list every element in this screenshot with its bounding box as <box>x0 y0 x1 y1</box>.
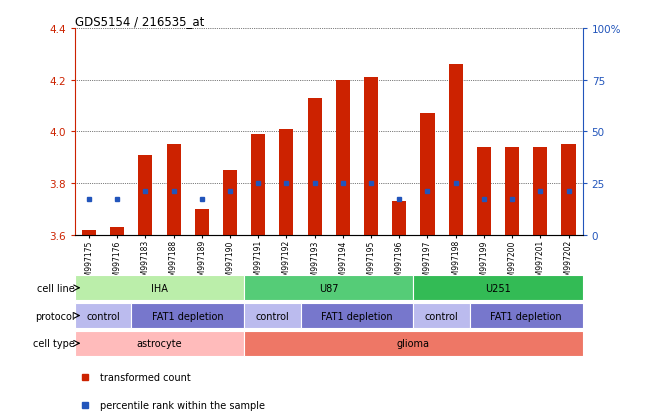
Text: FAT1 depletion: FAT1 depletion <box>321 311 393 321</box>
Bar <box>132 304 244 328</box>
Bar <box>139 155 152 235</box>
Bar <box>421 114 435 235</box>
Text: FAT1 depletion: FAT1 depletion <box>152 311 223 321</box>
Text: cell line: cell line <box>37 283 75 293</box>
Bar <box>75 331 244 356</box>
Text: FAT1 depletion: FAT1 depletion <box>490 311 562 321</box>
Bar <box>75 276 244 300</box>
Bar <box>167 145 181 235</box>
Bar <box>307 99 322 235</box>
Text: control: control <box>255 311 289 321</box>
Bar <box>223 171 237 235</box>
Bar <box>195 210 209 235</box>
Text: protocol: protocol <box>35 311 75 321</box>
Bar <box>244 331 583 356</box>
Bar <box>470 304 583 328</box>
Bar <box>392 202 406 235</box>
Text: astrocyte: astrocyte <box>137 338 182 349</box>
Bar <box>413 304 470 328</box>
Bar <box>505 148 519 235</box>
Text: cell type: cell type <box>33 338 75 349</box>
Bar <box>110 228 124 235</box>
Text: U251: U251 <box>485 283 511 293</box>
Bar <box>75 304 132 328</box>
Text: control: control <box>86 311 120 321</box>
Text: GDS5154 / 216535_at: GDS5154 / 216535_at <box>75 15 204 28</box>
Bar <box>301 304 413 328</box>
Bar <box>279 130 294 235</box>
Bar <box>413 276 583 300</box>
Bar <box>364 78 378 235</box>
Text: IHA: IHA <box>151 283 168 293</box>
Bar <box>244 276 413 300</box>
Bar <box>449 65 463 235</box>
Bar <box>336 81 350 235</box>
Text: percentile rank within the sample: percentile rank within the sample <box>100 400 265 410</box>
Bar <box>244 304 301 328</box>
Bar <box>251 135 266 235</box>
Text: transformed count: transformed count <box>100 372 191 382</box>
Text: control: control <box>424 311 458 321</box>
Bar <box>533 148 547 235</box>
Bar <box>477 148 491 235</box>
Bar <box>561 145 575 235</box>
Bar <box>82 230 96 235</box>
Text: U87: U87 <box>319 283 339 293</box>
Text: glioma: glioma <box>397 338 430 349</box>
